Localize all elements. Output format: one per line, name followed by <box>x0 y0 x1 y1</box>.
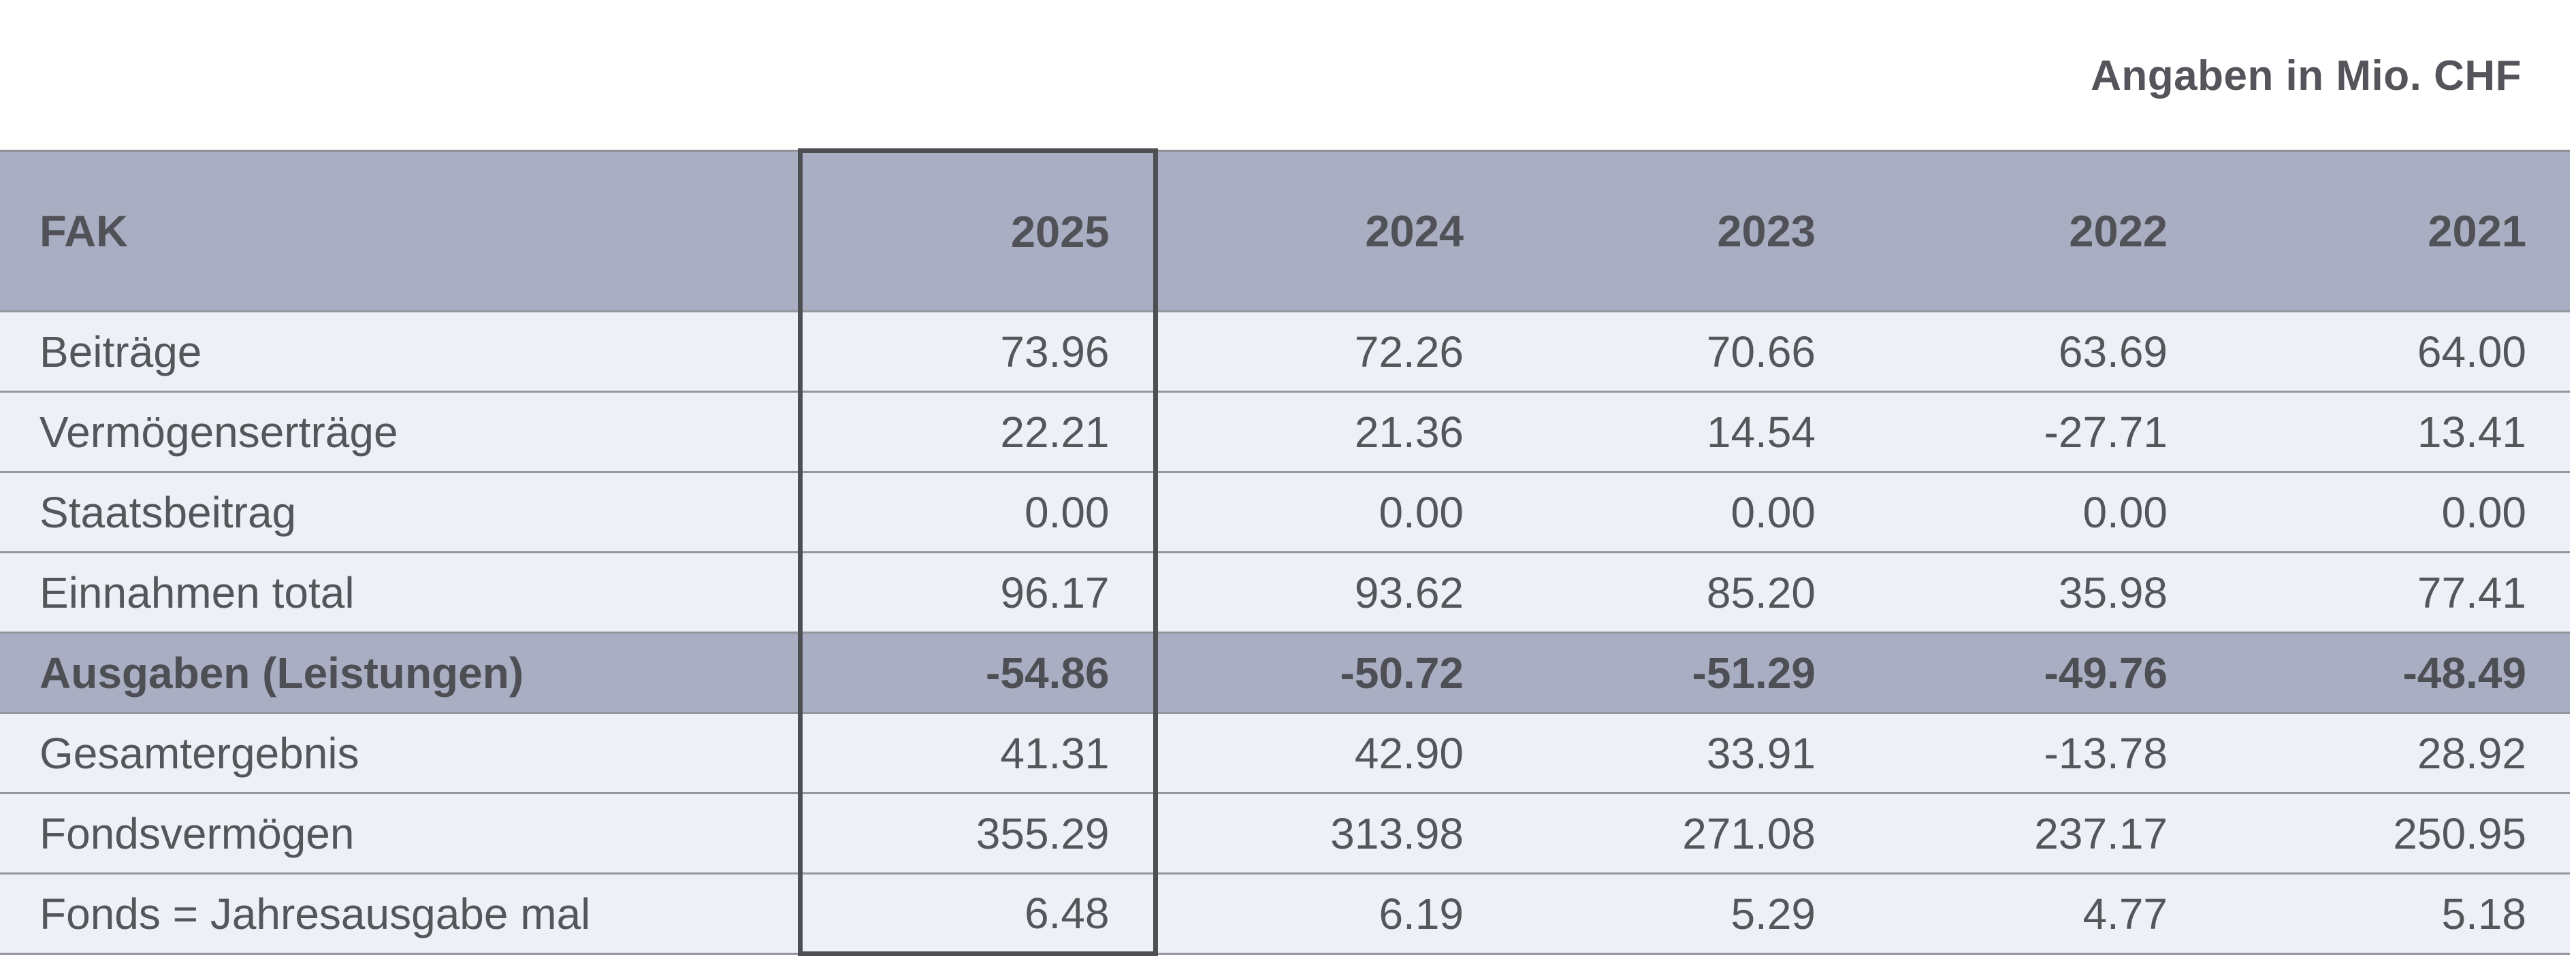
value-cell: 21.36 <box>1155 391 1507 473</box>
value-cell: 271.08 <box>1507 793 1859 874</box>
value-cell: 0.00 <box>1155 472 1507 553</box>
value-cell: 63.69 <box>1859 311 2211 393</box>
value-cell: 28.92 <box>2211 713 2570 794</box>
value-cell: 22.21 <box>797 391 1158 473</box>
column-header-fak: FAK <box>0 150 800 312</box>
row-label: Vermögenserträge <box>0 391 800 473</box>
table-row-gesamtergebnis: Gesamtergebnis 41.31 42.90 33.91 -13.78 … <box>0 713 2570 794</box>
fak-table: FAK 2025 2024 2023 2022 2021 Beiträge 73… <box>0 148 2570 956</box>
value-cell: 0.00 <box>1507 472 1859 553</box>
column-header-2021: 2021 <box>2211 150 2570 312</box>
row-label: Fonds = Jahresausgabe mal <box>0 873 800 955</box>
value-cell: -49.76 <box>1859 632 2211 714</box>
value-cell: 6.48 <box>797 873 1158 956</box>
row-label: Ausgaben (Leistungen) <box>0 632 800 714</box>
value-cell: -51.29 <box>1507 632 1859 714</box>
value-cell: 313.98 <box>1155 793 1507 874</box>
table-row-fonds-jahresausgabe: Fonds = Jahresausgabe mal 6.48 6.19 5.29… <box>0 873 2570 956</box>
column-header-2025: 2025 <box>797 148 1158 312</box>
value-cell: 5.18 <box>2211 873 2570 955</box>
value-cell: 93.62 <box>1155 552 1507 634</box>
column-header-2023: 2023 <box>1507 150 1859 312</box>
table-row-staatsbeitrag: Staatsbeitrag 0.00 0.00 0.00 0.00 0.00 <box>0 472 2570 553</box>
row-label: Staatsbeitrag <box>0 472 800 553</box>
value-cell: 14.54 <box>1507 391 1859 473</box>
value-cell: 70.66 <box>1507 311 1859 393</box>
table-row-beitraege: Beiträge 73.96 72.26 70.66 63.69 64.00 <box>0 311 2570 393</box>
value-cell: 85.20 <box>1507 552 1859 634</box>
value-cell: 35.98 <box>1859 552 2211 634</box>
value-cell: 42.90 <box>1155 713 1507 794</box>
value-cell: 0.00 <box>2211 472 2570 553</box>
value-cell: 237.17 <box>1859 793 2211 874</box>
value-cell: -48.49 <box>2211 632 2570 714</box>
value-cell: 64.00 <box>2211 311 2570 393</box>
column-header-2024: 2024 <box>1155 150 1507 312</box>
value-cell: 6.19 <box>1155 873 1507 955</box>
value-cell: -27.71 <box>1859 391 2211 473</box>
value-cell: 72.26 <box>1155 311 1507 393</box>
row-label: Einnahmen total <box>0 552 800 634</box>
table-row-fondsvermoegen: Fondsvermögen 355.29 313.98 271.08 237.1… <box>0 793 2570 874</box>
table-row-ausgaben: Ausgaben (Leistungen) -54.86 -50.72 -51.… <box>0 632 2570 714</box>
fak-table-figure: FAK 2025 2024 2023 2022 2021 Beiträge 73… <box>0 148 2570 956</box>
value-cell: 96.17 <box>797 552 1158 634</box>
value-cell: 13.41 <box>2211 391 2570 473</box>
table-row-einnahmen-total: Einnahmen total 96.17 93.62 85.20 35.98 … <box>0 552 2570 634</box>
value-cell: 33.91 <box>1507 713 1859 794</box>
value-cell: 77.41 <box>2211 552 2570 634</box>
value-cell: 0.00 <box>1859 472 2211 553</box>
row-label: Beiträge <box>0 311 800 393</box>
value-cell: 250.95 <box>2211 793 2570 874</box>
value-cell: 0.00 <box>797 472 1158 553</box>
table-row-vermoegensertraege: Vermögenserträge 22.21 21.36 14.54 -27.7… <box>0 391 2570 473</box>
value-cell: 355.29 <box>797 793 1158 874</box>
value-cell: 4.77 <box>1859 873 2211 955</box>
value-cell: -13.78 <box>1859 713 2211 794</box>
header-row: FAK 2025 2024 2023 2022 2021 <box>0 148 2570 312</box>
value-cell: -50.72 <box>1155 632 1507 714</box>
value-cell: 5.29 <box>1507 873 1859 955</box>
column-header-2022: 2022 <box>1859 150 2211 312</box>
row-label: Gesamtergebnis <box>0 713 800 794</box>
row-label: Fondsvermögen <box>0 793 800 874</box>
value-cell: 41.31 <box>797 713 1158 794</box>
units-note: Angaben in Mio. CHF <box>2091 52 2522 99</box>
value-cell: -54.86 <box>797 632 1158 714</box>
value-cell: 73.96 <box>797 311 1158 393</box>
